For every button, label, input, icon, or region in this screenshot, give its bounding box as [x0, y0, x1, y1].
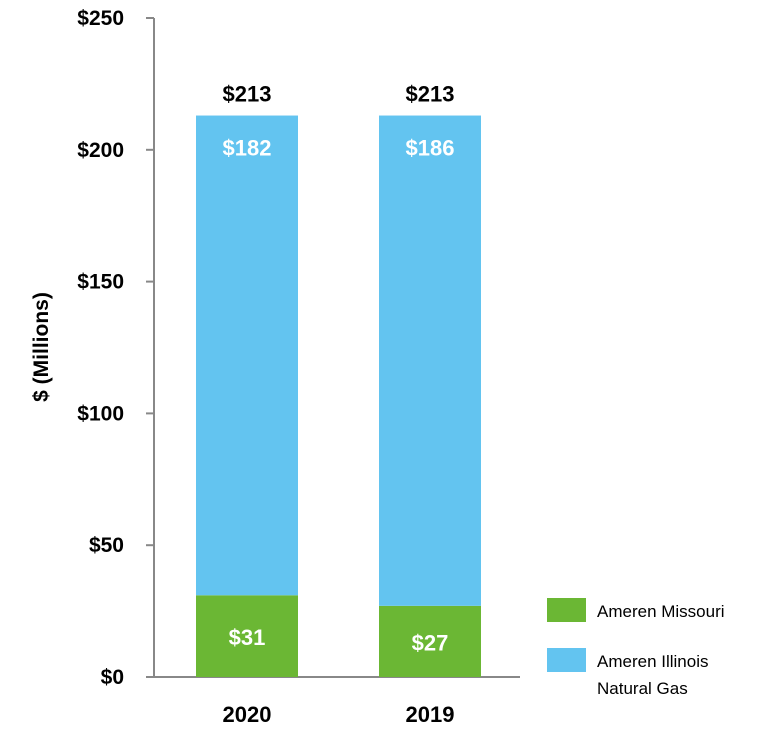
- y-tick-label: $100: [77, 402, 124, 425]
- total-label: $213: [406, 82, 455, 107]
- y-tick-label: $50: [89, 534, 124, 557]
- legend-swatch: [547, 598, 586, 622]
- legend-swatch: [547, 648, 586, 672]
- x-tick-label: 2019: [406, 702, 455, 727]
- y-tick-label: $250: [77, 7, 124, 30]
- data-label: $31: [229, 625, 266, 650]
- bar-segment: [379, 605, 481, 677]
- y-tick-label: $150: [77, 271, 124, 294]
- x-tick-label: 2020: [223, 702, 272, 727]
- legend-label: Natural Gas: [597, 679, 688, 698]
- data-label: $182: [223, 136, 272, 161]
- data-label: $27: [412, 630, 449, 655]
- bar-segment: [379, 115, 481, 606]
- y-tick-label: $200: [77, 139, 124, 162]
- data-label: $186: [406, 136, 455, 161]
- total-label: $213: [223, 82, 272, 107]
- legend-label: Ameren Missouri: [597, 602, 725, 621]
- y-axis-label: $ (Millions): [30, 292, 53, 402]
- y-tick-label: $0: [101, 666, 124, 689]
- legend-label: Ameren Illinois: [597, 652, 709, 671]
- bar-segment: [196, 115, 298, 596]
- bar-segment: [196, 595, 298, 677]
